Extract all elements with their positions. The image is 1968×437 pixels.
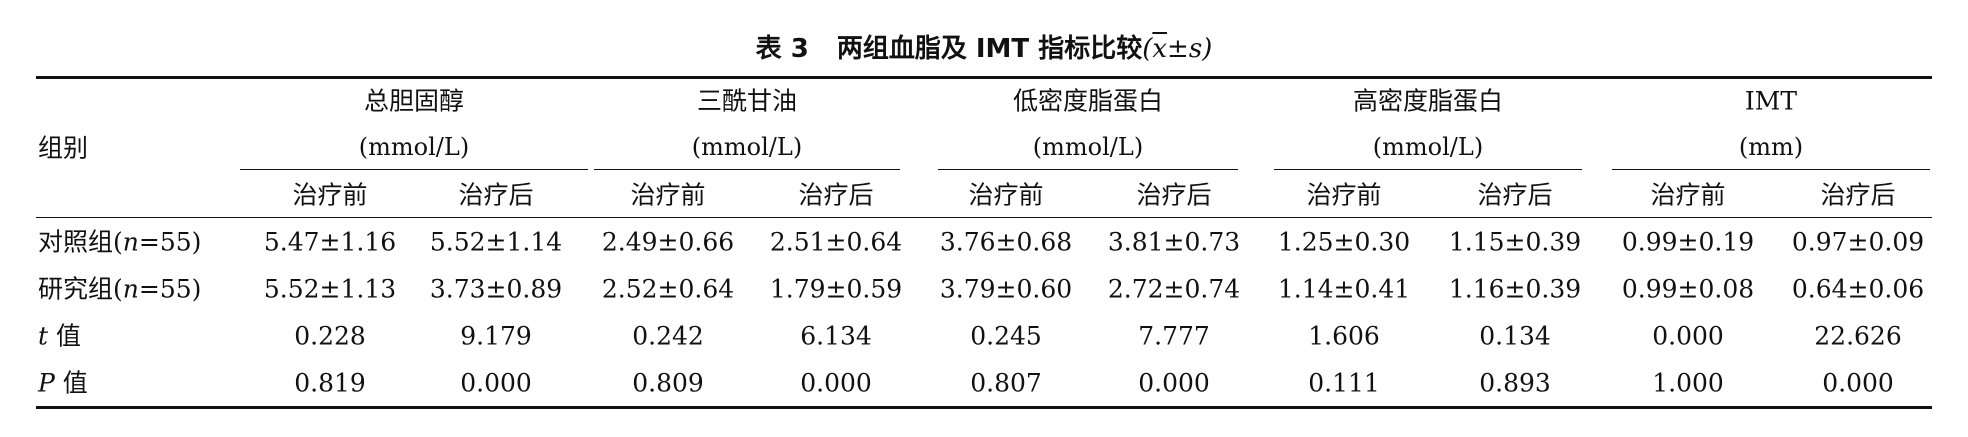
table-cell: 7.777 [1138,321,1210,351]
table-cell: 0.64±0.06 [1791,274,1925,304]
table-cell: 9.179 [460,321,532,351]
table-cell: 0.99±0.08 [1621,274,1755,304]
table-cell: 0.809 [632,368,704,398]
table-cell: 3.73±0.89 [429,274,563,304]
table-title: 表 3 两组血脂及 IMT 指标比较(x±s) [0,28,1968,65]
subheader-before: 治疗前 [1650,180,1726,210]
table-cell: 22.626 [1814,321,1902,351]
table-cell: 5.47±1.16 [263,227,397,257]
row-label: 对照组(n=55) [38,227,202,257]
table-cell: 0.000 [1652,321,1724,351]
table-cell: 1.25±0.30 [1277,227,1411,257]
subheader-after: 治疗后 [1136,180,1212,210]
subheader-after: 治疗后 [1477,180,1553,210]
table-cell: 2.49±0.66 [601,227,735,257]
table-cell: 0.893 [1479,368,1551,398]
group-header: 总胆固醇 [363,86,465,116]
table-cell: 3.81±0.73 [1107,227,1241,257]
table-cell: 1.000 [1652,368,1724,398]
table-cell: 0.97±0.09 [1791,227,1925,257]
row-header: 组别 [38,133,89,163]
top-rule [36,76,1932,79]
table-cell: 3.79±0.60 [939,274,1073,304]
subheader-after: 治疗后 [1820,180,1896,210]
group-rule [938,169,1238,171]
group-rule [1612,169,1930,171]
group-unit: (mm) [1738,133,1804,161]
table-cell: 0.819 [294,368,366,398]
row-label: 研究组(n=55) [38,274,202,304]
group-unit: (mmol/L) [691,133,803,161]
table-cell: 3.76±0.68 [939,227,1073,257]
subheader-after: 治疗后 [798,180,874,210]
subheader-before: 治疗前 [968,180,1044,210]
table-cell: 0.000 [800,368,872,398]
group-header: IMT [1744,86,1798,116]
group-header: 高密度脂蛋白 [1352,86,1504,116]
table-cell: 0.99±0.19 [1621,227,1755,257]
table-cell: 2.72±0.74 [1107,274,1241,304]
table-cell: 0.000 [1822,368,1894,398]
row-label: P 值 [38,368,88,398]
table-cell: 0.134 [1479,321,1551,351]
subheader-before: 治疗前 [1306,180,1382,210]
group-unit: (mmol/L) [358,133,470,161]
table-cell: 2.51±0.64 [769,227,903,257]
group-unit: (mmol/L) [1032,133,1144,161]
table-cell: 0.111 [1308,368,1380,398]
table-cell: 0.228 [294,321,366,351]
group-header: 低密度脂蛋白 [1012,86,1164,116]
table-number: 表 3 [755,34,809,64]
subheader-before: 治疗前 [630,180,706,210]
header-rule [36,217,1932,219]
table-cell: 1.79±0.59 [769,274,903,304]
group-unit: (mmol/L) [1372,133,1484,161]
table-cell: 2.52±0.64 [601,274,735,304]
table-cell: 5.52±1.14 [429,227,563,257]
table-cell: 1.14±0.41 [1277,274,1411,304]
table-cell: 1.16±0.39 [1448,274,1582,304]
stat-notation: (x±s) [1142,34,1213,64]
table-cell: 0.245 [970,321,1042,351]
table-cell: 0.000 [1138,368,1210,398]
table-cell: 0.000 [460,368,532,398]
table-cell: 5.52±1.13 [263,274,397,304]
table-caption: 两组血脂及 IMT 指标比较 [836,34,1143,64]
table-cell: 6.134 [800,321,872,351]
subheader-after: 治疗后 [458,180,534,210]
table-cell: 0.807 [970,368,1042,398]
group-rule [240,169,588,171]
bottom-rule [36,406,1932,409]
group-rule [594,169,900,171]
group-rule [1274,169,1582,171]
table-cell: 1.606 [1308,321,1380,351]
subheader-before: 治疗前 [292,180,368,210]
table-cell: 1.15±0.39 [1448,227,1582,257]
group-header: 三酰甘油 [696,86,798,116]
table-cell: 0.242 [632,321,704,351]
row-label: t 值 [38,321,81,351]
